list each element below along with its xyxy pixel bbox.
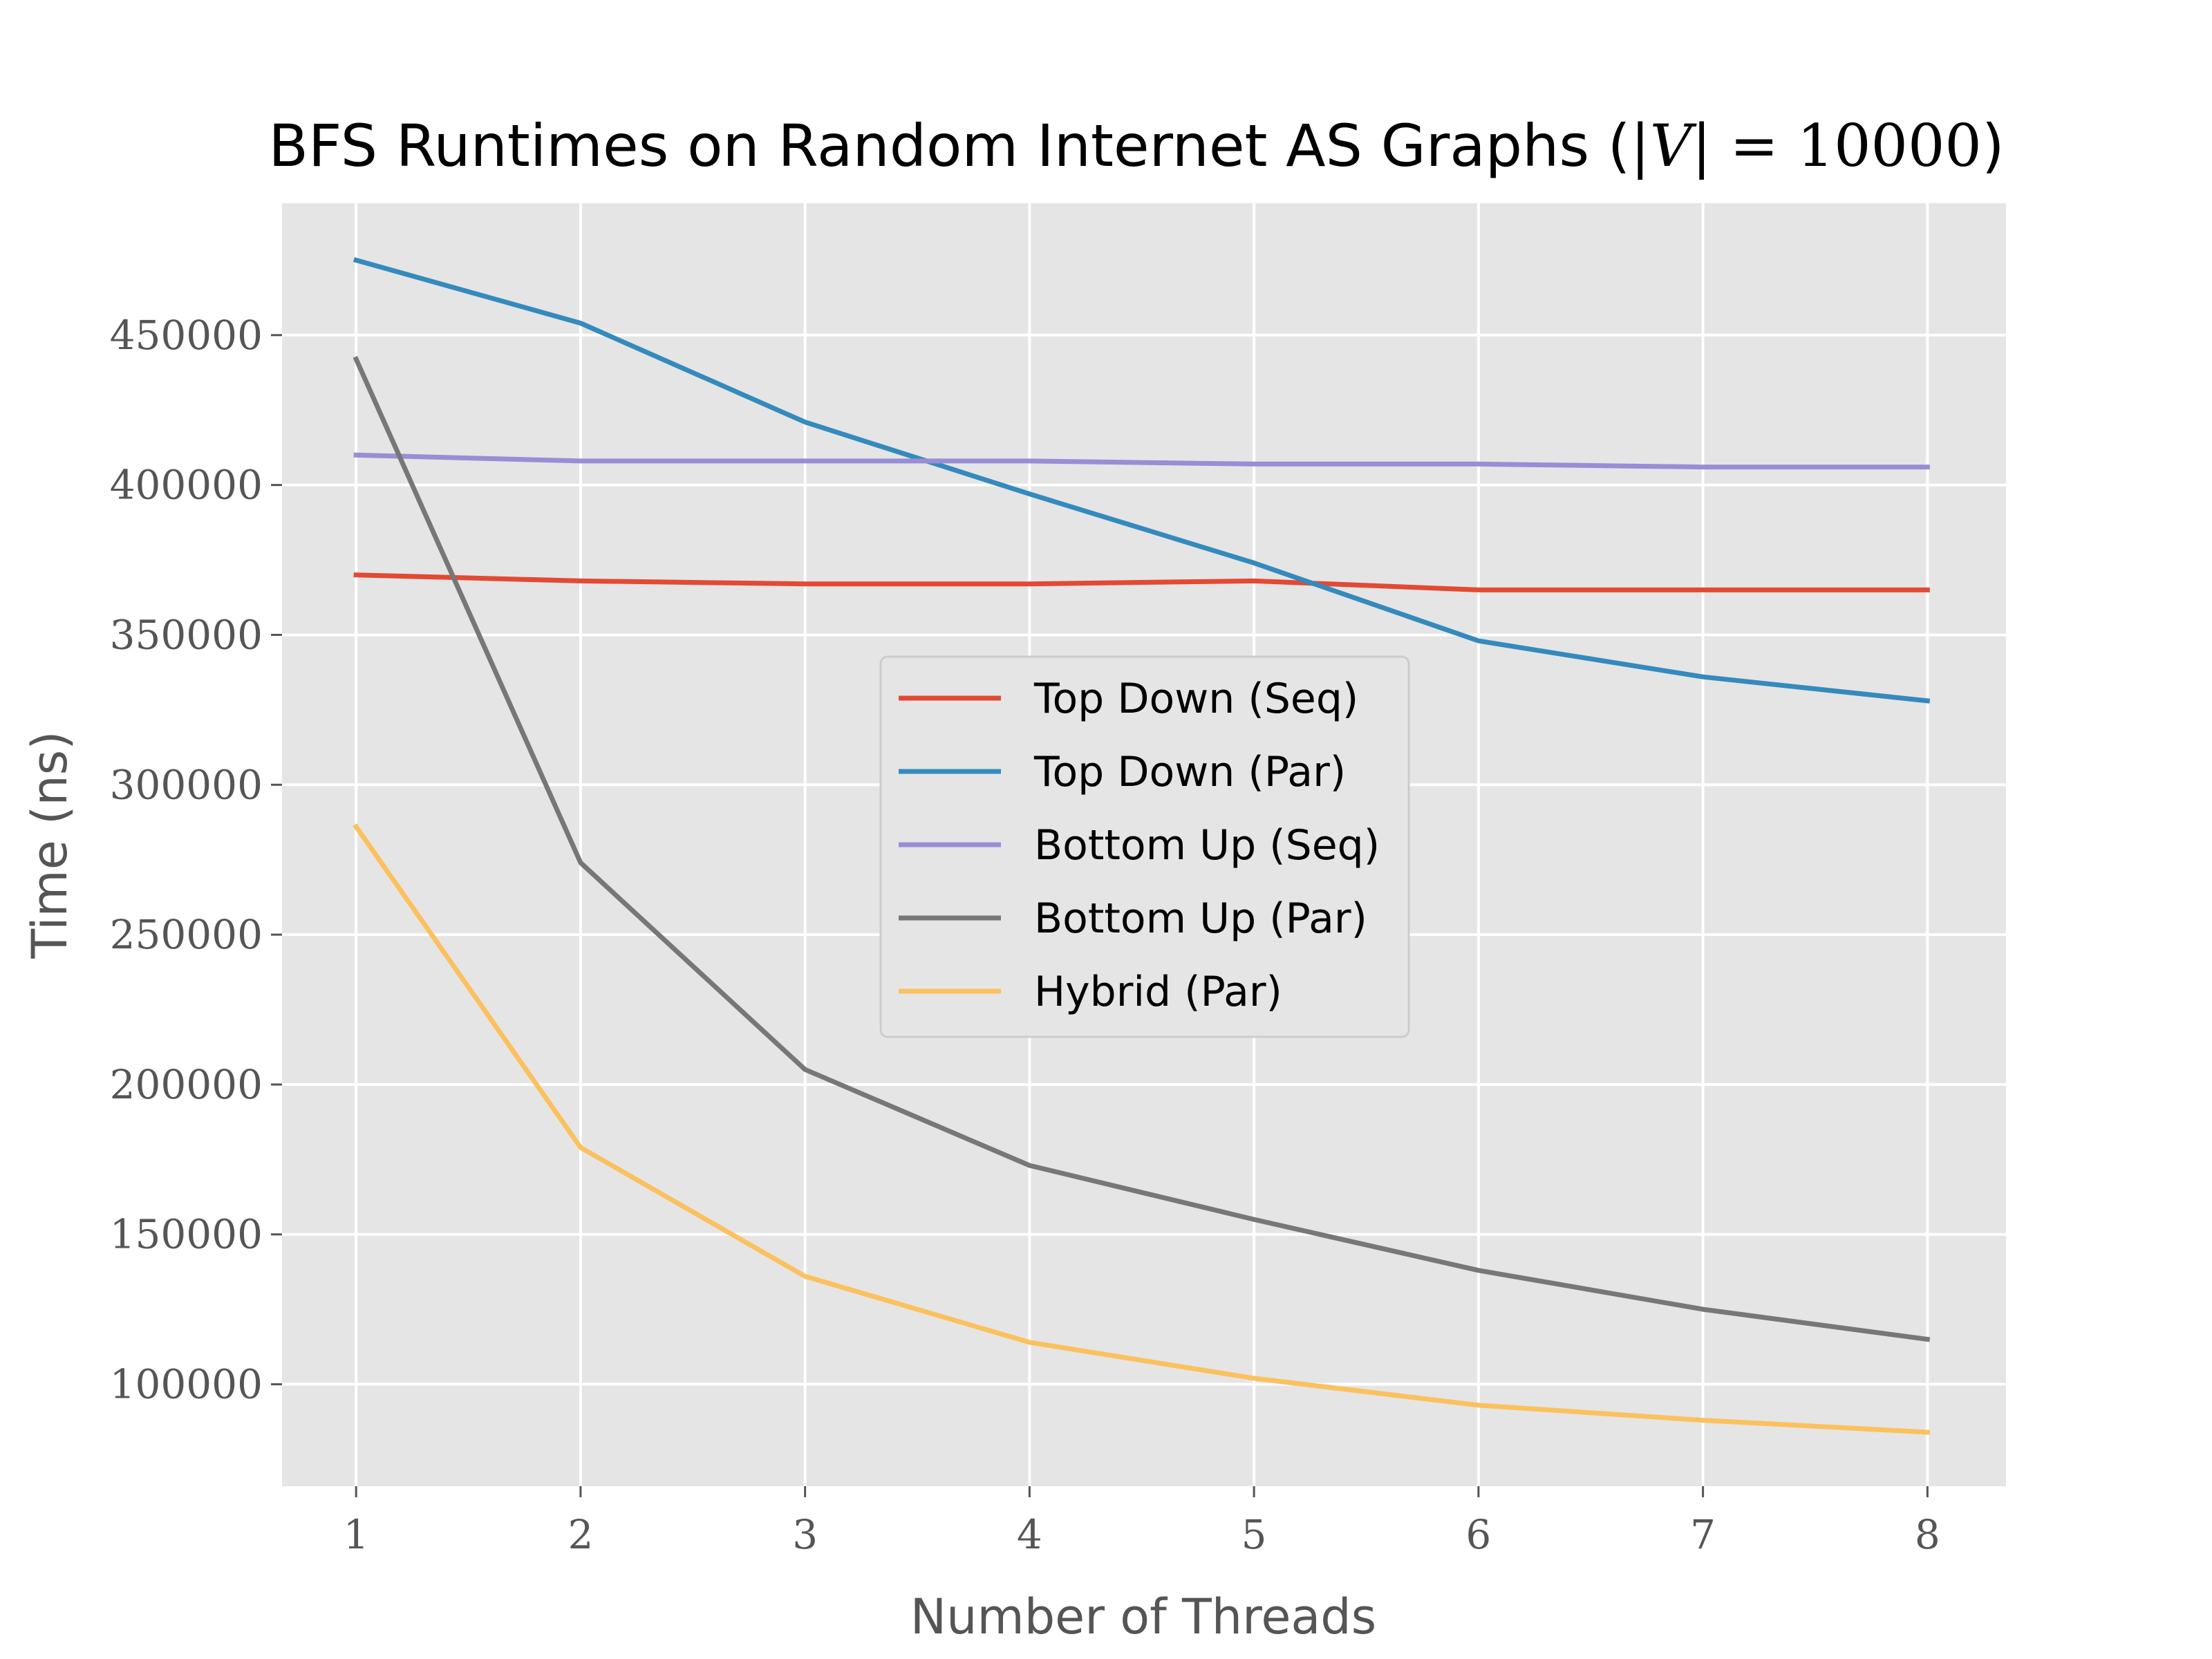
y-tick-label: 200000: [110, 1061, 263, 1108]
y-tick-label: 400000: [110, 462, 263, 509]
legend-entries: Top Down (Seq) Top Down (Par) Bottom Up (S…: [899, 675, 1380, 1016]
x-tick-label: 5: [1241, 1511, 1267, 1558]
x-tick-label: 6: [1465, 1511, 1491, 1558]
y-tick-label: 300000: [110, 761, 263, 808]
legend-label-top-down-par: Top Down (Par): [1033, 748, 1346, 796]
y-tick-label: 350000: [110, 611, 263, 658]
x-tick-label: 4: [1017, 1511, 1042, 1558]
x-tick-label: 3: [792, 1511, 818, 1558]
series-line-hybrid-par: [353, 823, 1930, 1435]
legend-label-bottom-up-par: Bottom Up (Par): [1034, 894, 1367, 943]
y-tick-label: 450000: [110, 312, 263, 359]
y-tick-label: 150000: [110, 1211, 263, 1258]
legend-label-hybrid-par: Hybrid (Par): [1034, 968, 1282, 1016]
x-tick-label: 8: [1915, 1511, 1940, 1558]
series-line-top-down-par: [353, 257, 1931, 704]
axis-ticks: 1 2 3 4 5 6 7 8 100000 150000 200000 250000 300000 35…: [110, 312, 1940, 1558]
title-abs-open: |: [1631, 112, 1650, 180]
legend-label-top-down-seq: Top Down (Seq): [1033, 675, 1358, 723]
y-tick-label: 250000: [110, 911, 263, 958]
series-lines: [353, 257, 1931, 1435]
x-tick-label: 2: [568, 1511, 593, 1558]
y-axis-label: Time (ns): [21, 731, 78, 959]
legend: Top Down (Seq) Top Down (Par) Bottom Up (S…: [879, 655, 1410, 1038]
title-number: 10000: [1797, 112, 1982, 180]
series-line-bottom-up-seq: [353, 452, 1930, 470]
title-abs-close: |: [1692, 112, 1712, 180]
y-tick-label: 100000: [110, 1361, 263, 1408]
title-suffix: ): [1982, 112, 2005, 180]
title-prefix: BFS Runtimes on Random Internet AS Graph…: [268, 112, 1630, 180]
legend-box: [879, 655, 1410, 1038]
title-equals: =: [1712, 112, 1797, 180]
chart-title: BFS Runtimes on Random Internet AS Graph…: [268, 112, 2004, 180]
legend-label-bottom-up-seq: Bottom Up (Seq): [1034, 821, 1380, 870]
title-variable: V: [1650, 112, 1697, 180]
x-tick-label: 1: [344, 1511, 369, 1558]
x-axis-label: Number of Threads: [910, 1588, 1376, 1645]
series-line-bottom-up-par: [353, 355, 1931, 1342]
series-line-top-down-seq: [353, 572, 1930, 592]
x-tick-label: 7: [1690, 1511, 1716, 1558]
